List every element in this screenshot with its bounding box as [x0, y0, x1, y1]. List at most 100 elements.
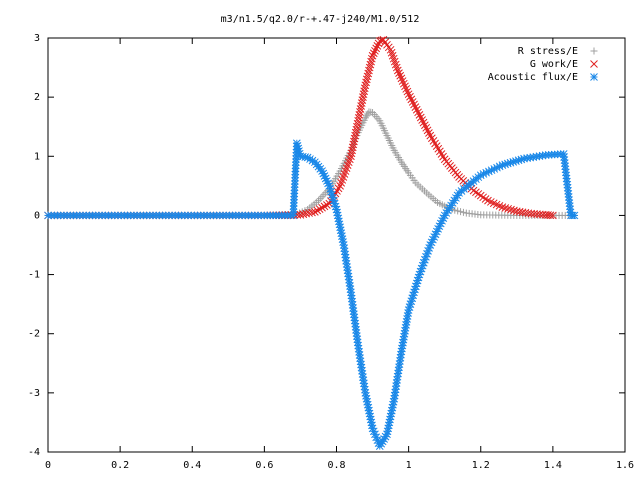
data-point	[495, 201, 504, 210]
series-acoustic-flux-e	[44, 139, 579, 450]
data-point	[510, 206, 518, 215]
data-point	[570, 211, 579, 220]
data-point	[363, 72, 372, 81]
data-point	[353, 122, 361, 131]
data-point	[313, 206, 322, 215]
x-tick-label: 0.4	[183, 460, 201, 471]
data-point	[351, 128, 360, 137]
data-point	[308, 208, 316, 217]
x-tick-label: 0.8	[327, 460, 345, 471]
legend-marker	[590, 47, 598, 55]
axes: 0 0.2 0.4 0.6 0.8 1 1.2 1.4 1.6 -4 -3 -2 -1 0 1 2 3	[28, 33, 634, 471]
series-r-stress-e	[44, 108, 579, 219]
legend-label: G work/E	[530, 59, 578, 70]
data-point	[411, 103, 420, 111]
legend-marker	[590, 73, 598, 81]
data-point	[351, 131, 359, 140]
data-point	[396, 71, 405, 80]
data-point	[377, 36, 386, 45]
data-point	[474, 190, 483, 198]
legend-label: Acoustic flux/E	[488, 72, 578, 83]
data-point	[454, 207, 462, 215]
data-point	[311, 208, 319, 216]
data-point	[414, 108, 422, 117]
data-point	[459, 208, 467, 216]
data-point	[359, 90, 368, 99]
y-tick-label: -1	[28, 270, 40, 281]
data-point	[358, 96, 367, 104]
data-point	[368, 51, 377, 60]
data-point	[549, 211, 557, 220]
data-point	[349, 140, 358, 149]
plot-frame	[47, 37, 626, 453]
data-point	[425, 129, 433, 137]
series-g-work-e	[44, 35, 557, 220]
data-point	[362, 75, 371, 84]
data-point	[472, 188, 480, 197]
legend-label: R stress/E	[518, 46, 578, 57]
data-point	[411, 285, 419, 294]
data-point	[412, 105, 421, 114]
data-point	[399, 79, 408, 88]
y-tick-label: 0	[34, 210, 40, 221]
data-point	[383, 427, 392, 436]
data-point	[507, 205, 515, 214]
data-point	[373, 42, 382, 50]
data-point	[498, 203, 507, 212]
data-point	[495, 162, 504, 171]
chart-title: m3/n1.5/q2.0/r-+.47-j240/M1.0/512	[221, 14, 420, 25]
data-point	[393, 66, 402, 75]
data-point	[401, 82, 409, 91]
data-point	[356, 105, 365, 113]
data-point	[362, 78, 370, 87]
data-point	[320, 202, 329, 211]
data-point	[372, 44, 381, 53]
x-tick-label: 1	[406, 460, 412, 471]
y-tick-label: 3	[34, 33, 40, 44]
x-tick-label: 1.6	[616, 460, 634, 471]
data-point	[365, 66, 373, 75]
data-point	[406, 92, 414, 101]
data-point	[360, 84, 369, 93]
data-point	[389, 400, 397, 409]
data-point	[333, 211, 342, 220]
data-point	[413, 276, 422, 285]
data-point	[367, 418, 376, 427]
data-point	[347, 149, 356, 158]
data-point	[367, 57, 375, 66]
data-point	[354, 113, 363, 122]
data-point	[366, 415, 375, 424]
legend: R stress/E G work/E Acoustic flux/E	[488, 46, 598, 83]
data-point	[369, 49, 378, 58]
data-point	[366, 60, 375, 69]
data-point	[357, 102, 365, 110]
data-point	[479, 193, 488, 202]
data-point	[419, 118, 428, 127]
data-point	[348, 143, 357, 152]
data-point	[371, 46, 379, 55]
data-point	[356, 108, 364, 116]
data-point	[365, 409, 374, 418]
data-point	[444, 206, 452, 215]
data-point	[501, 204, 510, 212]
x-tick-label: 0.2	[111, 460, 129, 471]
data-point	[422, 123, 431, 132]
data-point	[402, 85, 411, 93]
y-tick-label: -3	[28, 388, 40, 399]
data-point	[350, 137, 358, 146]
x-tick-label: 0.6	[255, 460, 273, 471]
x-tick-label: 1.2	[472, 460, 490, 471]
data-point	[469, 186, 478, 195]
data-point	[410, 100, 418, 109]
data-point	[355, 111, 364, 119]
data-point	[350, 134, 359, 143]
data-point	[365, 63, 374, 72]
data-point	[318, 203, 326, 212]
data-point	[546, 211, 555, 220]
x-tick-label: 0	[45, 460, 51, 471]
data-point	[416, 113, 425, 122]
data-point	[408, 98, 417, 106]
data-point	[415, 111, 424, 119]
y-tick-label: 1	[34, 151, 40, 162]
